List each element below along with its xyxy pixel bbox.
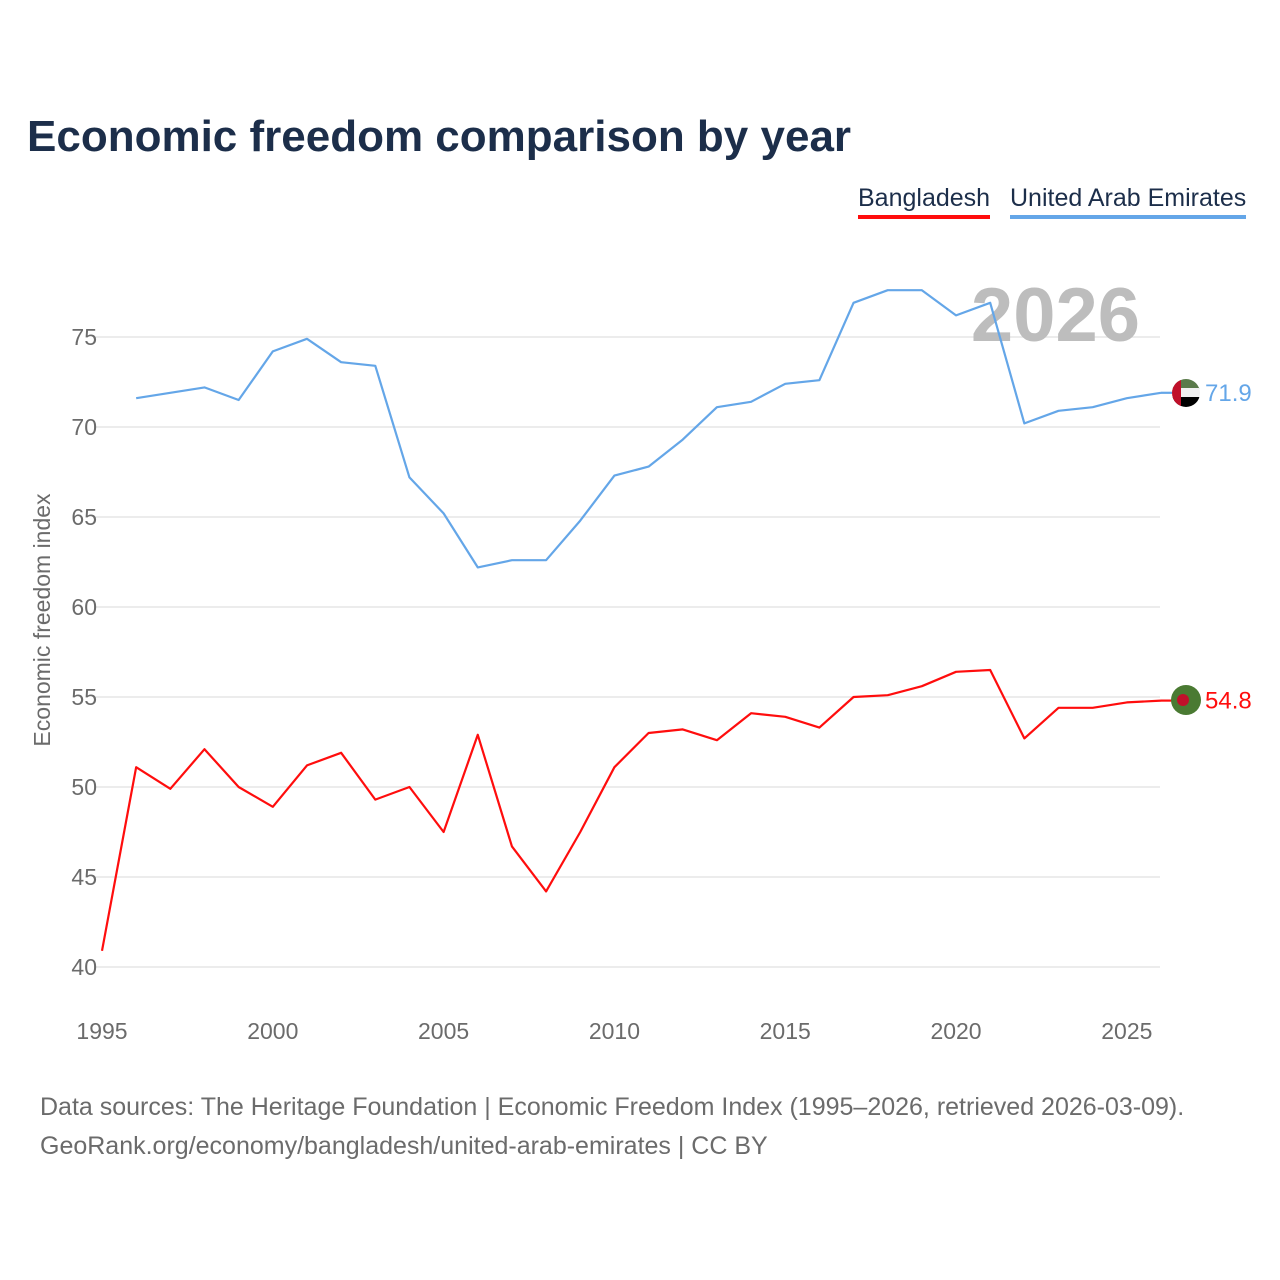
y-axis-label: Economic freedom index bbox=[29, 493, 55, 747]
y-tick-label: 55 bbox=[71, 684, 97, 710]
footer-attribution: GeoRank.org/economy/bangladesh/united-ar… bbox=[40, 1132, 768, 1160]
x-tick-label: 2005 bbox=[418, 1018, 469, 1044]
y-tick-label: 70 bbox=[71, 414, 97, 440]
end-value-label: 71.9 bbox=[1205, 380, 1252, 407]
y-tick-label: 75 bbox=[71, 324, 97, 350]
bangladesh-flag-icon bbox=[1171, 685, 1201, 715]
x-tick-label: 2020 bbox=[930, 1018, 981, 1044]
x-tick-label: 2025 bbox=[1101, 1018, 1152, 1044]
legend-bangladesh[interactable]: Bangladesh bbox=[858, 184, 991, 219]
year-watermark: 2026 bbox=[971, 273, 1140, 358]
y-tick-label: 40 bbox=[71, 954, 97, 980]
end-value-label: 54.8 bbox=[1205, 688, 1252, 715]
series-line-bangladesh bbox=[100, 668, 1162, 952]
legend-uae[interactable]: United Arab Emirates bbox=[1010, 184, 1247, 219]
y-tick-label: 45 bbox=[71, 864, 97, 890]
x-tick-label: 1995 bbox=[76, 1018, 127, 1044]
uae-flag-icon bbox=[1172, 379, 1200, 407]
data-sources-footer: Data sources: The Heritage Foundation | … bbox=[40, 1088, 1184, 1166]
y-tick-label: 60 bbox=[71, 594, 97, 620]
chart-title: Economic freedom comparison by year bbox=[27, 112, 852, 161]
x-tick-label: 2015 bbox=[760, 1018, 811, 1044]
y-tick-label: 50 bbox=[71, 774, 97, 800]
footer-sources: Data sources: The Heritage Foundation | … bbox=[40, 1093, 1185, 1121]
y-tick-label: 65 bbox=[71, 504, 97, 530]
series-line-united-arab-emirates bbox=[135, 289, 1162, 569]
x-tick-label: 2000 bbox=[247, 1018, 298, 1044]
x-tick-label: 2010 bbox=[589, 1018, 640, 1044]
